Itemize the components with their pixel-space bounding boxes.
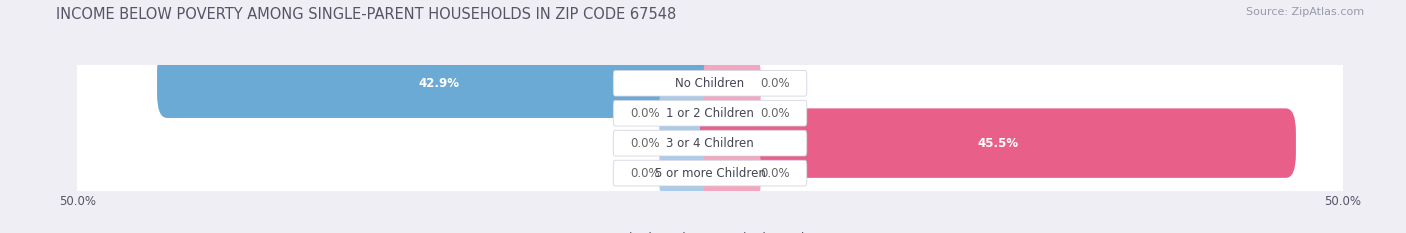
Text: 3 or 4 Children: 3 or 4 Children: [666, 137, 754, 150]
Text: 0.0%: 0.0%: [630, 167, 659, 180]
Text: 0.0%: 0.0%: [761, 77, 790, 90]
Text: 0.0%: 0.0%: [630, 107, 659, 120]
Text: 0.0%: 0.0%: [761, 167, 790, 180]
FancyBboxPatch shape: [700, 108, 1296, 178]
FancyBboxPatch shape: [70, 60, 1350, 106]
FancyBboxPatch shape: [659, 87, 717, 139]
Text: 0.0%: 0.0%: [761, 107, 790, 120]
Text: 5 or more Children: 5 or more Children: [655, 167, 765, 180]
Text: No Children: No Children: [675, 77, 745, 90]
FancyBboxPatch shape: [613, 70, 807, 96]
Text: 1 or 2 Children: 1 or 2 Children: [666, 107, 754, 120]
FancyBboxPatch shape: [704, 58, 761, 109]
FancyBboxPatch shape: [704, 147, 761, 199]
Text: 0.0%: 0.0%: [630, 137, 659, 150]
Text: 45.5%: 45.5%: [977, 137, 1018, 150]
Text: INCOME BELOW POVERTY AMONG SINGLE-PARENT HOUSEHOLDS IN ZIP CODE 67548: INCOME BELOW POVERTY AMONG SINGLE-PARENT…: [56, 7, 676, 22]
FancyBboxPatch shape: [70, 120, 1350, 167]
Text: 42.9%: 42.9%: [418, 77, 460, 90]
FancyBboxPatch shape: [613, 130, 807, 156]
FancyBboxPatch shape: [70, 150, 1350, 196]
FancyBboxPatch shape: [704, 87, 761, 139]
FancyBboxPatch shape: [613, 160, 807, 186]
FancyBboxPatch shape: [70, 90, 1350, 137]
FancyBboxPatch shape: [157, 48, 720, 118]
Legend: Single Father, Single Mother: Single Father, Single Mother: [593, 227, 827, 233]
FancyBboxPatch shape: [659, 147, 717, 199]
Text: Source: ZipAtlas.com: Source: ZipAtlas.com: [1246, 7, 1364, 17]
FancyBboxPatch shape: [659, 117, 717, 169]
FancyBboxPatch shape: [613, 100, 807, 126]
